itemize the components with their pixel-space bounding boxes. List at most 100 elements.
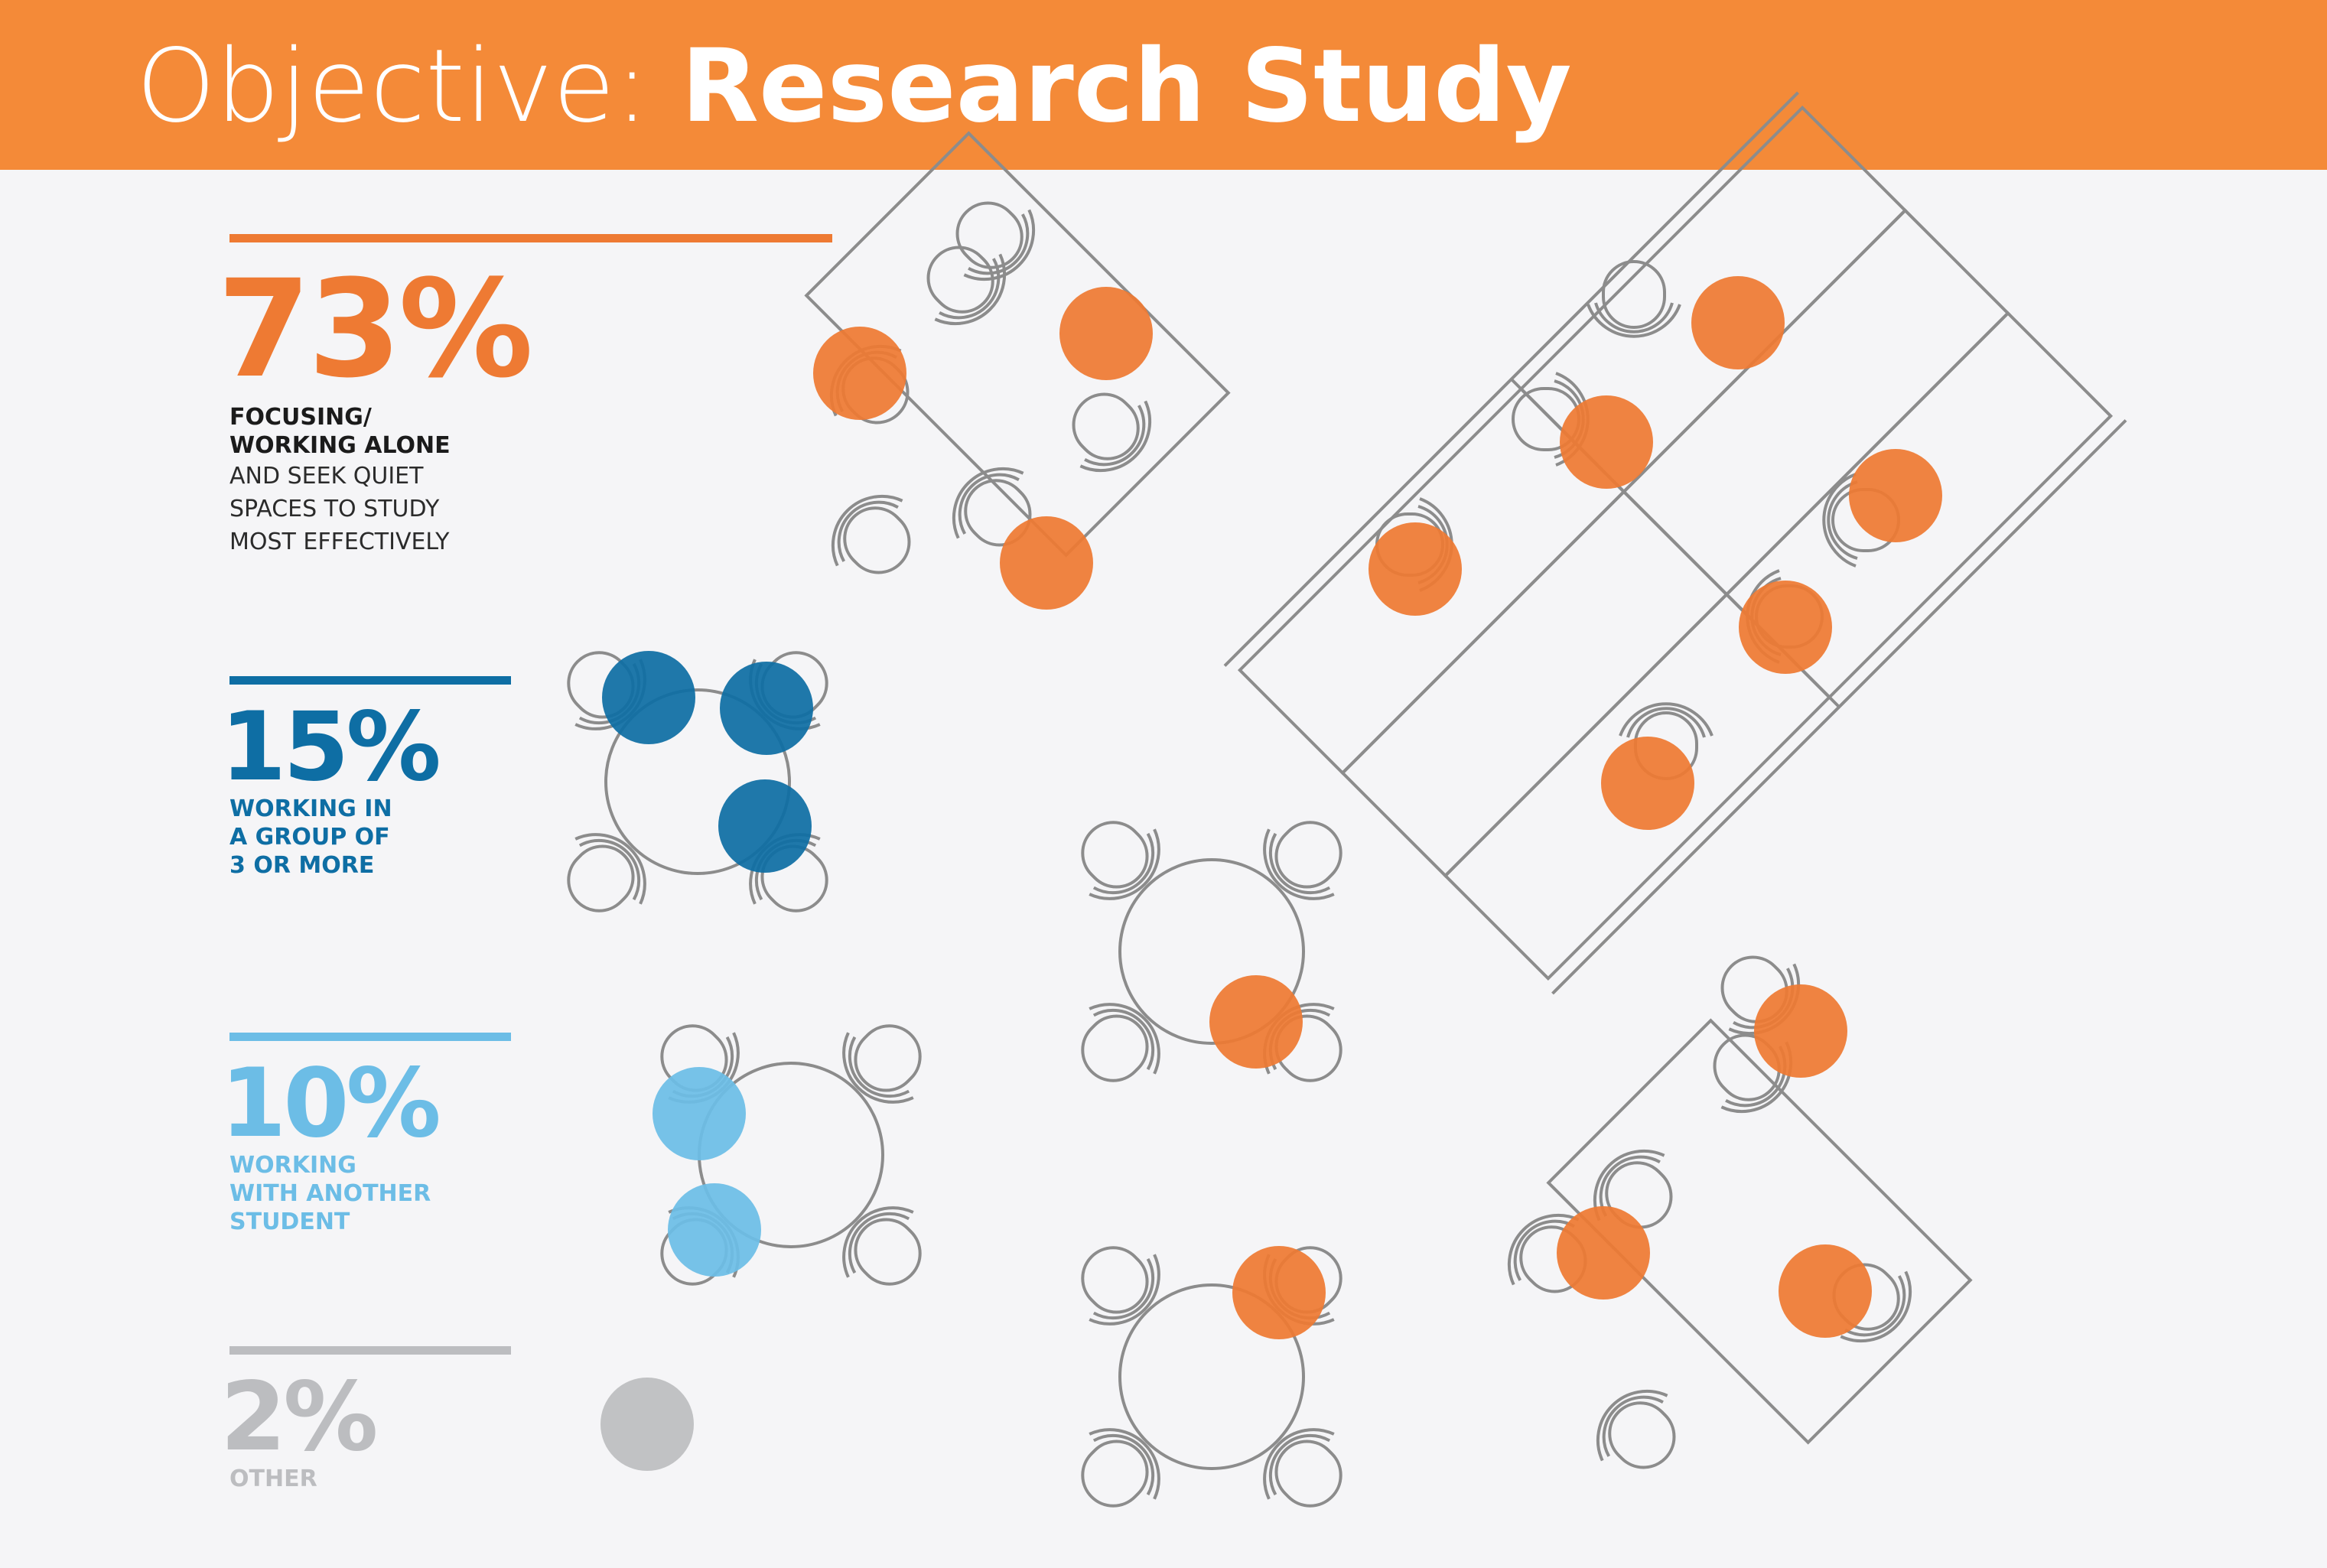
chair-seat [854, 1218, 922, 1286]
chair-back-rail [1079, 400, 1152, 473]
chair [1081, 1003, 1160, 1082]
stat-label: OTHER [229, 1466, 317, 1492]
person-marker [718, 779, 812, 873]
chair-back-rail [1089, 1254, 1160, 1326]
chair-back [1092, 1008, 1155, 1071]
person-marker [1849, 449, 1942, 542]
chair-back [1844, 1275, 1906, 1337]
chair-back-rail [1263, 1428, 1335, 1500]
chair-back-rail [952, 467, 1024, 539]
person-marker [602, 651, 695, 744]
chair-back [1268, 1433, 1331, 1496]
chair-back [1092, 832, 1155, 895]
chair-back [1599, 1155, 1661, 1217]
chair-seat [843, 506, 911, 574]
chair-back [968, 213, 1030, 275]
stat-divider [229, 1346, 511, 1355]
person-marker [1059, 287, 1153, 380]
chair [842, 1206, 922, 1286]
person-marker [1232, 1246, 1326, 1339]
chair-seat [1072, 392, 1140, 460]
chair [1081, 1428, 1160, 1508]
chair-back-rail [1822, 473, 1857, 568]
chair [1072, 392, 1152, 473]
chair-back-rail [963, 209, 1036, 281]
chair [955, 201, 1036, 281]
chair-back-rail [1089, 828, 1160, 900]
stat-label: FOCUSING/ WORKING ALONE [229, 404, 451, 459]
page-title: Objective: Research Study [136, 29, 1572, 144]
stat-percent: 73% [217, 251, 533, 408]
stat-label: WORKING WITH ANOTHER STUDENT [229, 1152, 431, 1235]
chair-back [1513, 1219, 1575, 1281]
person-marker [1739, 581, 1832, 674]
person-marker [1691, 276, 1785, 369]
chair-seat [1602, 260, 1666, 329]
chair [1263, 821, 1342, 900]
chair-back-rail [842, 1206, 914, 1278]
person-marker [720, 662, 813, 755]
chair-seat [1081, 1246, 1149, 1314]
chair-back [1268, 832, 1331, 895]
person-marker [1209, 975, 1303, 1069]
chair-back [848, 1036, 910, 1098]
person-marker [1560, 395, 1653, 489]
people-layer [600, 276, 1942, 1471]
stat-divider [229, 1033, 511, 1041]
chair-seat [926, 246, 994, 314]
stat-divider [229, 234, 832, 242]
person-marker [1754, 984, 1847, 1078]
chair-back-rail [831, 494, 903, 567]
table-top [1546, 1018, 1973, 1445]
chair-back [1594, 302, 1674, 333]
chair-back-rail [842, 1032, 914, 1104]
chair-back [848, 1212, 910, 1274]
chair-seat [1608, 1401, 1676, 1469]
chair-seat [567, 844, 635, 912]
stat-percent: 2% [220, 1362, 379, 1472]
title-banner: Objective: Research Study [0, 0, 2327, 170]
chair-back [958, 473, 1020, 535]
person-marker [653, 1067, 746, 1160]
chair-back [1827, 480, 1858, 560]
chair-back-rail [574, 833, 646, 905]
chair-back-rail [1587, 304, 1681, 338]
chair-seat [1274, 821, 1342, 889]
chair-back-rail [1619, 702, 1714, 737]
chair-back [1602, 1395, 1664, 1457]
chair-seat [955, 201, 1024, 269]
chair-seat [1081, 1440, 1149, 1508]
table-top [804, 131, 1231, 558]
rect-table [1546, 1018, 1973, 1445]
chair-back [1092, 1433, 1155, 1496]
chair-seat [964, 479, 1032, 547]
chair-back-rail [1596, 1389, 1668, 1462]
chair [952, 467, 1032, 547]
chair-back-rail [1089, 1003, 1160, 1075]
chair-back [578, 838, 641, 901]
round-table [1118, 1283, 1305, 1470]
chair-seat [1081, 821, 1149, 889]
chair [842, 1024, 922, 1104]
stat-working-alone: 73% FOCUSING/ WORKING ALONE AND SEEK QUI… [217, 234, 832, 558]
chair-seat [1274, 1440, 1342, 1508]
chair-back [1092, 1257, 1155, 1320]
chair [926, 246, 1007, 326]
title-main: Research Study [681, 28, 1572, 145]
chair-back-rail [1089, 1428, 1160, 1500]
person-marker [1000, 516, 1093, 610]
carrel-panel [1551, 419, 2127, 995]
chair [831, 494, 911, 574]
person-marker [1557, 1206, 1650, 1300]
chair-back-rail [1507, 1213, 1580, 1286]
chair [1263, 1428, 1342, 1508]
stat-percent: 15% [220, 692, 441, 802]
person-marker [813, 327, 906, 420]
stat-label: WORKING IN A GROUP OF 3 OR MORE [229, 795, 392, 879]
round-table [1118, 858, 1305, 1045]
person-marker [668, 1183, 761, 1277]
chair-back [1626, 707, 1706, 738]
chair-back-rail [1840, 1270, 1912, 1343]
stat-divider [229, 676, 511, 685]
chair-back-rail [1263, 828, 1335, 900]
